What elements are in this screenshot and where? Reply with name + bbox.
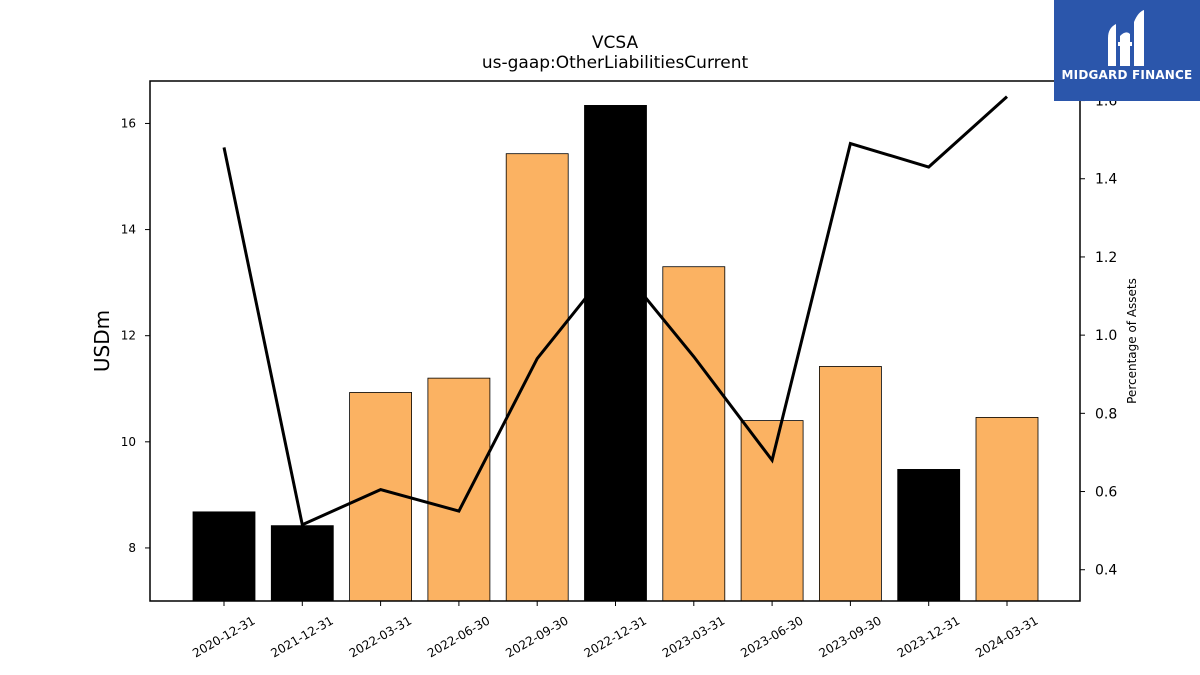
logo-mark-icon: [1108, 10, 1144, 66]
logo-text: MIDGARD FINANCE: [1061, 68, 1193, 82]
y-tick-label: 16: [121, 116, 136, 130]
x-tick-label: 2024-03-31: [973, 613, 1040, 660]
y2-tick-label: 1.0: [1095, 328, 1117, 344]
bar: [270, 525, 334, 602]
y-tick-label: 14: [121, 223, 136, 237]
x-tick-label: 2022-03-31: [347, 613, 414, 660]
x-tick-label: 2023-12-31: [895, 613, 962, 660]
y2-tick-label: 0.8: [1095, 406, 1117, 422]
bar: [192, 511, 256, 602]
x-tick-label: 2023-09-30: [816, 613, 883, 660]
y2-tick-label: 0.6: [1095, 485, 1117, 501]
x-axis: 2020-12-31 2021-12-31 2022-03-31 2022-06-30…: [190, 601, 1041, 660]
bar: [975, 417, 1039, 602]
right-axis: 0.40.60.81.01.21.41.6: [1080, 94, 1117, 579]
y2-axis-label: Percentage of Assets: [1125, 278, 1139, 404]
bar: [897, 469, 961, 602]
y-tick-label: 10: [121, 435, 136, 449]
y2-tick-label: 1.4: [1095, 172, 1117, 188]
x-tick-label: 2020-12-31: [190, 613, 257, 660]
brand-logo: MIDGARD FINANCE: [1054, 0, 1200, 101]
y2-tick-label: 0.4: [1095, 563, 1117, 579]
line-series: [222, 95, 1009, 527]
x-tick-label: 2023-03-31: [660, 613, 727, 660]
bar: [662, 266, 726, 602]
x-tick-label: 2022-09-30: [503, 613, 570, 660]
y2-tick-label: 1.2: [1095, 250, 1117, 266]
line-group: [222, 95, 1009, 527]
y-tick-label: 8: [128, 541, 136, 555]
y-axis-label: USDm: [90, 310, 114, 372]
chart-subtitle: us-gaap:OtherLiabilitiesCurrent: [482, 53, 749, 73]
x-tick-label: 2021-12-31: [268, 613, 335, 660]
bars-group: [192, 105, 1039, 602]
chart-title: VCSA: [592, 33, 639, 53]
y-tick-label: 12: [121, 329, 136, 343]
x-tick-label: 2023-06-30: [738, 613, 805, 660]
bar: [427, 377, 491, 602]
bar: [740, 420, 804, 602]
bar: [584, 105, 647, 602]
left-axis: 8 10 12 14 16: [121, 116, 150, 555]
x-tick-label: 2022-12-31: [582, 613, 649, 660]
bar: [505, 153, 569, 602]
x-tick-label: 2022-06-30: [425, 613, 492, 660]
bar: [819, 366, 882, 602]
